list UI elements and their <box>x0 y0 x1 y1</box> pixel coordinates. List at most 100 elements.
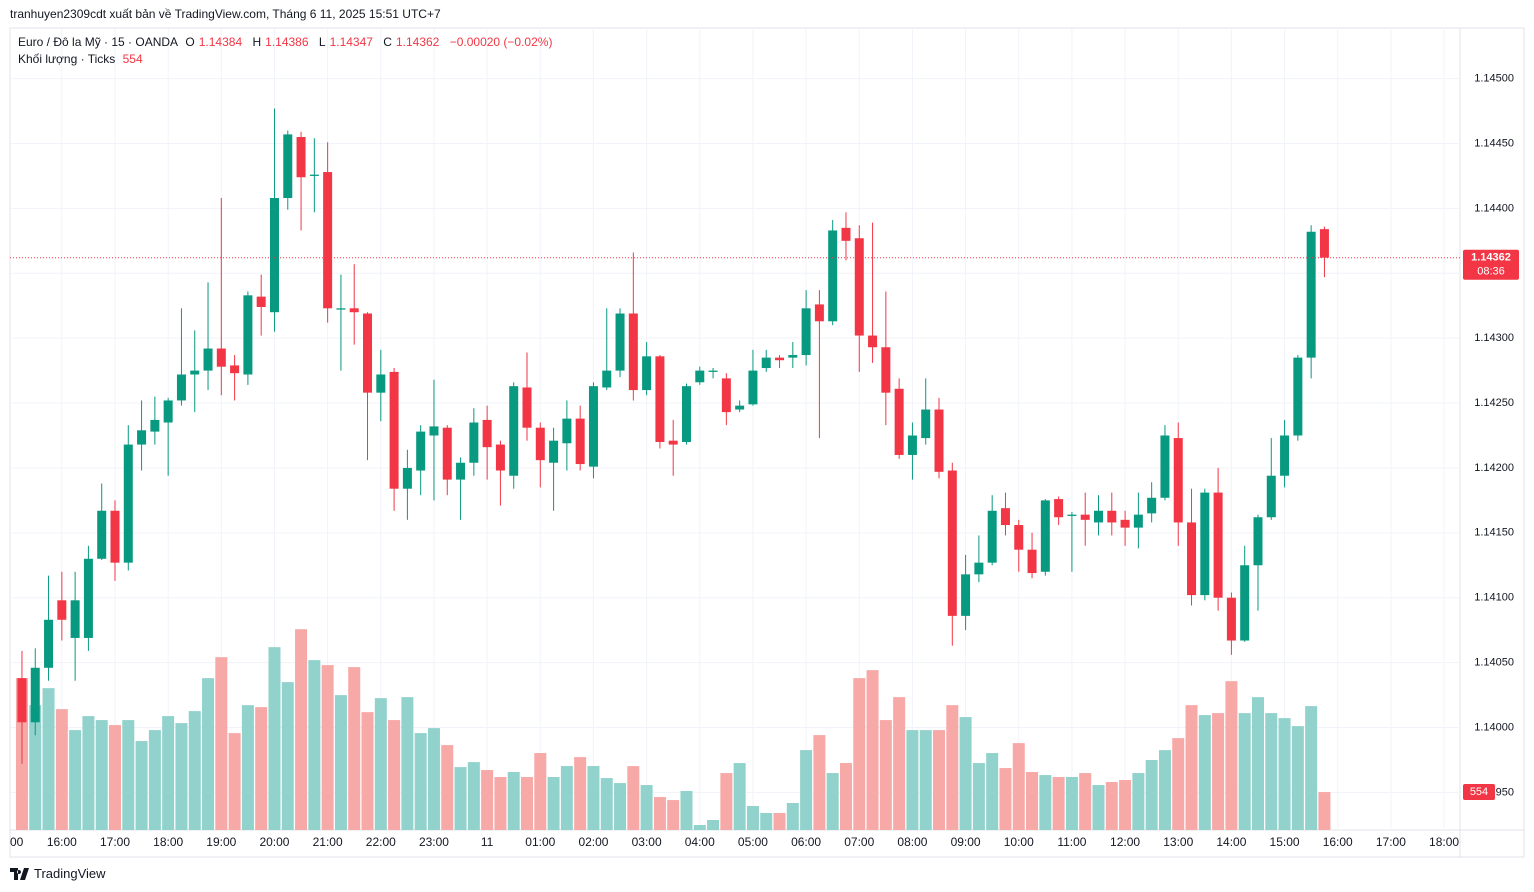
x-tick-label: 13:00 <box>1163 835 1193 849</box>
candle-body <box>296 137 306 178</box>
volume-bar <box>334 695 347 830</box>
candle-body <box>881 347 891 393</box>
volume-bar <box>188 711 201 830</box>
candle-body <box>349 308 359 313</box>
volume-bar <box>627 766 640 830</box>
candle-body <box>695 370 705 383</box>
volume-bar <box>255 707 268 830</box>
x-tick-label: 19:00 <box>206 835 236 849</box>
candle-body <box>1266 475 1276 518</box>
x-tick-label: 18:00 <box>1429 835 1459 849</box>
x-tick-label: 08:00 <box>897 835 927 849</box>
ohlc-value: 1.14386 <box>265 35 309 49</box>
candle-body <box>123 444 133 563</box>
x-tick-label: 11 <box>481 835 494 849</box>
volume-bar <box>640 785 653 830</box>
volume-bar <box>893 697 906 830</box>
candle-body <box>509 386 519 476</box>
volume-bar <box>295 629 308 830</box>
candle-body <box>1306 231 1316 358</box>
candle-body <box>549 440 559 463</box>
x-tick-label: 01:00 <box>525 835 555 849</box>
x-tick-label: 00 <box>10 835 24 849</box>
volume-bar <box>507 772 520 830</box>
volume-bar <box>1119 780 1132 830</box>
volume-bar <box>800 750 813 830</box>
volume-bar <box>680 791 693 830</box>
candle-body <box>947 470 957 616</box>
candle-body <box>1080 514 1090 520</box>
candle-body <box>1093 510 1103 523</box>
y-tick-label: 1.14500 <box>1474 73 1514 85</box>
volume-bar <box>29 705 42 830</box>
volume-bar <box>1251 697 1264 830</box>
volume-bar <box>614 783 627 830</box>
x-tick-label: 23:00 <box>419 835 449 849</box>
candle-body <box>256 296 266 308</box>
candle-body <box>163 400 173 423</box>
volume-bar <box>972 763 985 830</box>
price-badge-value: 1.14362 <box>1471 252 1511 264</box>
x-tick-label: 16:00 <box>1323 835 1353 849</box>
y-tick-label: 1.14200 <box>1474 462 1514 474</box>
candle-body <box>748 370 758 405</box>
x-tick-label: 17:00 <box>100 835 130 849</box>
volume-bar <box>866 670 879 830</box>
candle-body <box>1040 500 1050 572</box>
candle-body <box>402 467 412 489</box>
brand: TradingView <box>34 866 106 881</box>
volume-bar <box>427 728 440 830</box>
volume-bars <box>15 629 1331 830</box>
candles <box>17 108 1329 764</box>
candle-body <box>442 427 452 480</box>
volume-bar <box>1318 792 1331 830</box>
volume-bar <box>534 753 547 830</box>
volume-bar <box>1212 713 1225 830</box>
candle-body <box>1253 517 1263 566</box>
candle-body <box>628 313 638 391</box>
candle-body <box>1120 519 1130 528</box>
candle-body <box>269 198 279 313</box>
candle-body <box>230 365 240 374</box>
volume-title[interactable]: Khối lượng · Ticks <box>18 52 116 66</box>
candle-body <box>1319 229 1329 258</box>
volume-bar <box>1105 782 1118 830</box>
price-badge <box>1463 249 1519 280</box>
candle-body <box>841 227 851 241</box>
candle-body <box>83 558 93 638</box>
volume-bar <box>1225 681 1238 830</box>
volume-bar <box>1278 718 1291 830</box>
ohlc-value: 1.14384 <box>198 35 243 49</box>
volume-bar <box>454 767 467 830</box>
volume-bar <box>1238 713 1251 830</box>
volume-bar <box>202 678 215 830</box>
candle-body <box>961 574 971 616</box>
x-tick-label: 03:00 <box>632 835 662 849</box>
candle-body <box>894 388 904 455</box>
symbol[interactable]: Euro / Đô la Mỹ · 15 · OANDA <box>18 35 179 49</box>
volume-bar <box>667 800 680 830</box>
ohlc-label: H <box>252 35 262 49</box>
candle-body <box>363 313 373 393</box>
candle-body <box>30 667 40 723</box>
volume-bar <box>693 824 706 830</box>
candle-body <box>1014 525 1024 550</box>
x-tick-label: 10:00 <box>1004 835 1034 849</box>
x-tick-label: 18:00 <box>153 835 183 849</box>
x-tick-label: 21:00 <box>313 835 343 849</box>
y-tick-label: 1.14250 <box>1474 397 1514 409</box>
volume-legend: Khối lượng · Ticks 554 <box>18 52 147 66</box>
volume-bar <box>853 678 866 830</box>
volume-bar <box>919 730 932 830</box>
candle-body <box>1226 597 1236 641</box>
volume-bar <box>1026 772 1039 830</box>
x-tick-label: 04:00 <box>685 835 715 849</box>
volume-bar <box>175 723 188 830</box>
candle-body <box>907 435 917 455</box>
candle-body <box>1173 438 1183 523</box>
volume-bar <box>946 705 959 830</box>
x-tick-label: 05:00 <box>738 835 768 849</box>
x-tick-label: 16:00 <box>47 835 77 849</box>
candle-body <box>854 238 864 336</box>
